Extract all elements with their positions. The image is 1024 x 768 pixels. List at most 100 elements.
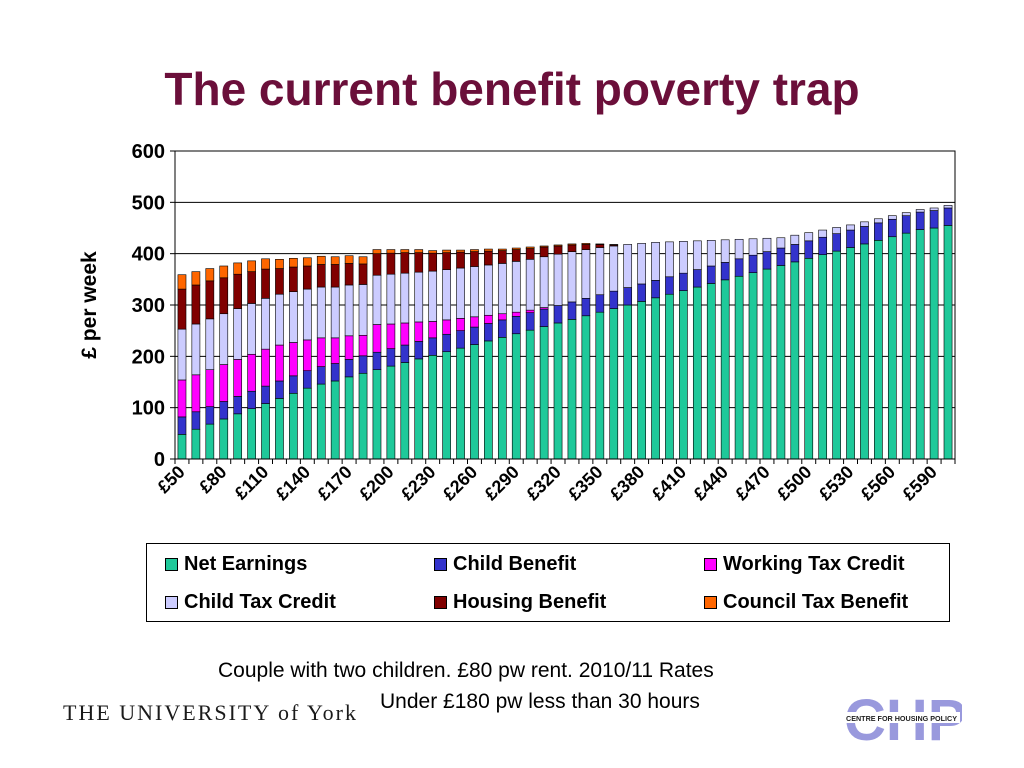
bar-segment-child-benefit [706,265,716,284]
legend-swatch [704,596,717,609]
bar-segment-net-earnings [428,355,438,460]
bar-segment-net-earnings [344,376,354,460]
x-tick-label: £170 [313,462,355,504]
chart-legend: Net Earnings Child Benefit Working Tax C… [146,543,950,622]
bar-segment-working-tax-credit [497,313,507,321]
bar-segment-working-tax-credit [400,322,410,346]
bar-segment-net-earnings [818,254,828,460]
bar-segment-child-benefit [400,344,410,363]
bar-segment-child-tax-credit [414,271,424,323]
bar-segment-child-tax-credit [289,291,298,343]
bar-segment-child-benefit [553,305,563,324]
bar-segment-council-tax-benefit [442,249,451,253]
bar-segment-working-tax-credit [484,314,493,324]
bar-segment-child-benefit [511,315,521,335]
bar-segment-net-earnings [511,333,521,460]
bar-segment-child-tax-credit [790,234,800,245]
bar-segment-working-tax-credit [316,337,326,367]
bar-segment-child-benefit [470,326,479,345]
bar-segment-child-benefit [205,406,215,425]
bar-segment-working-tax-credit [191,374,201,413]
bar-segment-net-earnings [943,225,953,460]
bar-segment-child-benefit [943,207,953,226]
bar-segment-working-tax-credit [247,353,256,392]
bar-segment-working-tax-credit [386,323,396,349]
legend-item-council-tax-benefit: Council Tax Benefit [704,591,908,614]
bar-segment-council-tax-benefit [205,268,215,282]
bar-segment-working-tax-credit [525,309,535,313]
bar-segment-council-tax-benefit [456,249,465,253]
bar-segment-child-benefit [665,276,674,295]
bar-segment-working-tax-credit [344,335,354,360]
y-tick-label: 600 [132,141,165,163]
bar-segment-net-earnings [247,408,256,460]
bar-segment-child-tax-credit [943,205,953,209]
bar-segment-child-benefit [289,375,298,394]
bar-segment-child-benefit [275,380,284,399]
bar-segment-net-earnings [651,297,660,460]
bar-segment-housing-benefit [344,263,354,286]
bar-segment-housing-benefit [177,288,187,330]
bar-segment-working-tax-credit [456,318,465,331]
bar-segment-council-tax-benefit [233,262,243,275]
bar-segment-child-benefit [846,229,855,248]
bar-segment-child-benefit [484,323,493,342]
bar-segment-child-tax-credit [762,237,772,252]
y-tick-label: 500 [132,192,165,214]
bar-segment-net-earnings [177,434,187,460]
bar-segment-council-tax-benefit [497,248,507,251]
bar-segment-child-tax-credit [330,286,340,339]
bar-segment-net-earnings [832,250,841,460]
bar-segment-council-tax-benefit [177,274,187,290]
chp-logo-band [842,712,960,723]
bar-segment-net-earnings [191,428,201,460]
bar-segment-child-tax-credit [358,284,368,336]
bar-segment-child-tax-credit [553,253,563,306]
bar-segment-child-tax-credit [177,328,187,381]
bar-segment-child-benefit [692,269,702,288]
bar-segment-child-tax-credit [497,263,507,315]
legend-item-child-tax-credit: Child Tax Credit [165,591,336,614]
legend-swatch [165,558,178,571]
bar-segment-child-tax-credit [846,224,855,231]
bar-segment-child-benefit [581,298,591,317]
bar-segment-child-benefit [219,401,229,420]
bar-segment-child-tax-credit [665,241,674,278]
bar-segment-housing-benefit [581,244,591,250]
bar-segment-net-earnings [734,275,744,460]
bar-segment-council-tax-benefit [539,245,549,248]
bar-segment-council-tax-benefit [386,249,396,254]
bar-segment-net-earnings [692,286,702,460]
legend-item-working-tax-credit: Working Tax Credit [704,553,905,576]
bar-segment-child-benefit [679,272,688,291]
bar-segment-net-earnings [261,403,270,460]
legend-label: Child Benefit [453,553,577,575]
bar-segment-housing-benefit [302,265,312,290]
bar-segment-child-tax-credit [874,218,883,224]
bar-segment-child-benefit [637,283,646,302]
x-tick-label: £560 [857,462,899,504]
bar-segment-net-earnings [553,322,563,460]
bar-segment-net-earnings [609,308,619,460]
bar-segment-housing-benefit [372,253,382,276]
bar-segment-child-benefit [887,218,897,238]
bar-segment-child-tax-credit [804,232,814,242]
bar-segment-net-earnings [400,362,410,460]
bar-segment-child-tax-credit [275,293,284,346]
legend-label: Council Tax Benefit [723,591,909,613]
bar-segment-net-earnings [762,268,772,460]
bar-segment-child-benefit [302,370,312,389]
bar-segment-working-tax-credit [289,342,298,377]
bar-segment-net-earnings [567,319,577,460]
bar-segment-net-earnings [581,315,591,460]
bar-segment-child-benefit [177,416,187,435]
bar-segment-housing-benefit [358,263,368,285]
bar-segment-net-earnings [316,383,326,460]
bar-segment-net-earnings [679,290,688,460]
legend-swatch [704,558,717,571]
bar-segment-child-tax-credit [720,239,730,263]
y-tick-label: 400 [132,244,165,266]
bar-segment-housing-benefit [484,250,493,266]
bar-segment-child-benefit [651,280,660,299]
bar-segment-working-tax-credit [428,321,438,339]
